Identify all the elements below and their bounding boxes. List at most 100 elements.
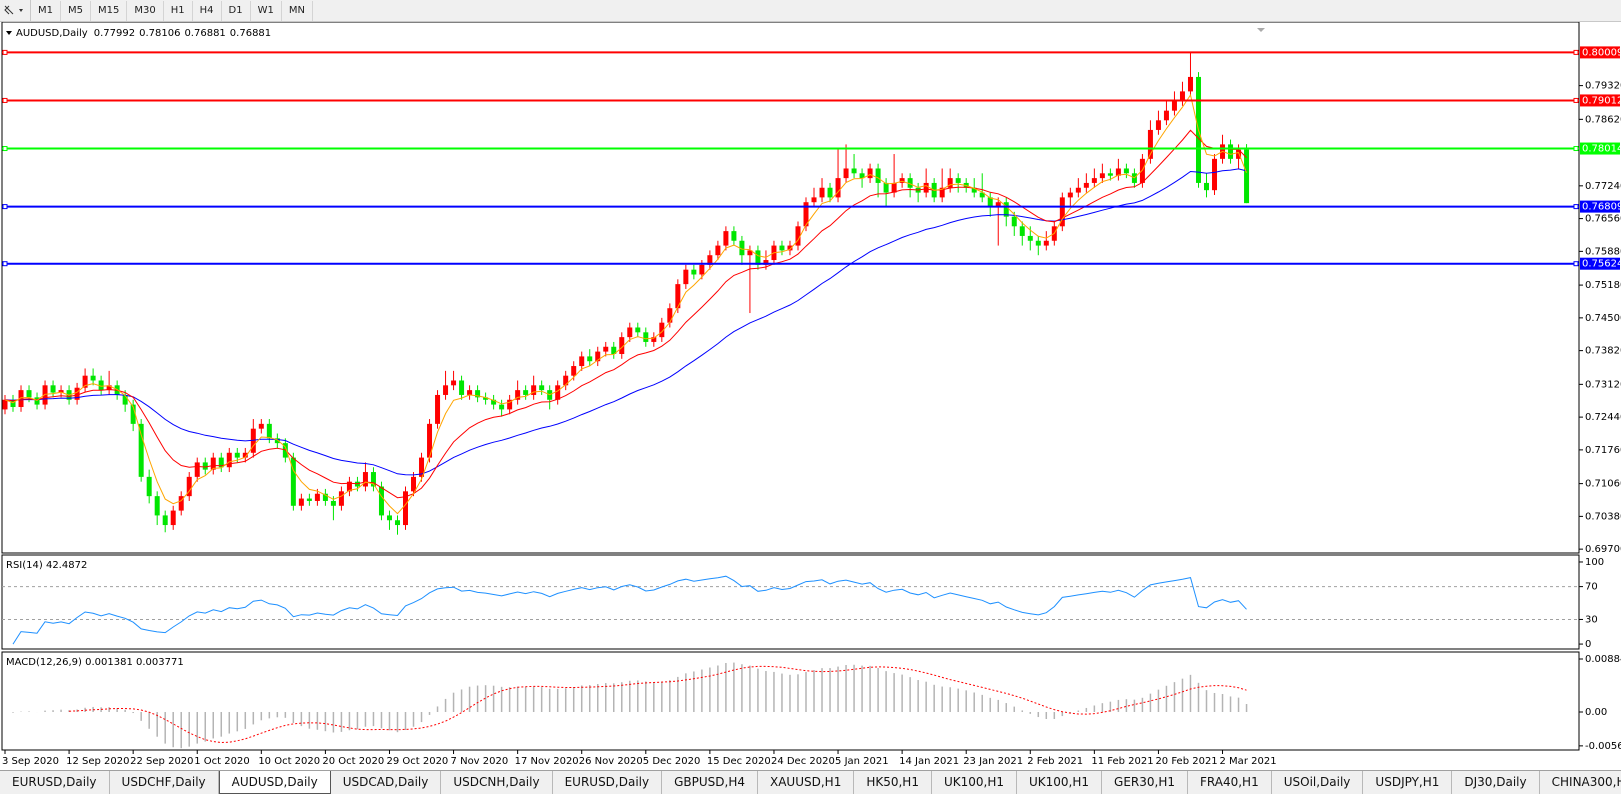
- rsi-line: [12, 575, 1247, 645]
- timeframe-button[interactable]: H1: [164, 0, 193, 21]
- candle-body: [843, 168, 849, 179]
- x-tick-label: 20 Feb 2021: [1155, 756, 1217, 767]
- x-tick-label: 2 Mar 2021: [1220, 756, 1277, 767]
- x-tick-label: 24 Dec 2020: [771, 756, 835, 767]
- candle-body: [1139, 158, 1145, 183]
- candle-body: [1043, 240, 1049, 246]
- x-tick-label: 1 Oct 2020: [194, 756, 249, 767]
- timeframe-button[interactable]: MN: [282, 0, 313, 21]
- moving-average: [4, 168, 1247, 476]
- symbol-tab[interactable]: AUDUSD,Daily: [218, 771, 331, 794]
- symbol-tab[interactable]: USDCAD,Daily: [331, 771, 442, 794]
- candle-body: [987, 197, 993, 208]
- symbol-tab[interactable]: CHINA300,H1: [1540, 771, 1621, 794]
- y-tick-label: 0: [1585, 639, 1591, 650]
- timeframe-button[interactable]: H4: [193, 0, 222, 21]
- timeframe-button[interactable]: D1: [222, 0, 251, 21]
- symbol-tab[interactable]: USOil,Daily: [1272, 771, 1364, 794]
- level-price-box: [1580, 257, 1620, 270]
- symbol-tab[interactable]: USDCHF,Daily: [110, 771, 219, 794]
- high-value: 0.78106: [139, 28, 180, 39]
- candle-body: [939, 187, 945, 198]
- candle-body: [467, 390, 473, 395]
- candle-body: [370, 472, 376, 487]
- symbol-tab[interactable]: USDCNH,Daily: [441, 771, 553, 794]
- candle-body: [1228, 144, 1234, 159]
- candle-body: [106, 385, 112, 391]
- candle-body: [587, 356, 593, 362]
- candle-body: [539, 385, 545, 391]
- timeframe-button[interactable]: M15: [91, 0, 128, 21]
- candle-body: [1163, 110, 1169, 121]
- candle-body: [298, 498, 304, 506]
- candle-body: [194, 462, 200, 477]
- candle-body: [18, 390, 24, 407]
- timeframe-button[interactable]: M30: [127, 0, 164, 21]
- candle-body: [1244, 149, 1250, 204]
- candle-body: [891, 182, 897, 193]
- level-handle: [2, 146, 8, 152]
- candle-body: [1067, 192, 1073, 198]
- symbol-tab[interactable]: XAUUSD,H1: [758, 771, 855, 794]
- level-price-label: 0.80009: [1582, 47, 1621, 58]
- candle-body: [1115, 168, 1121, 176]
- chart-title: AUDUSD,Daily: [16, 28, 88, 39]
- x-tick-label: 14 Jan 2021: [899, 756, 959, 767]
- candle-body: [515, 390, 521, 400]
- candle-body: [146, 476, 152, 497]
- timeframe-button[interactable]: W1: [251, 0, 282, 21]
- timeframe-button[interactable]: M1: [31, 0, 61, 21]
- tab-bar: EURUSD,Daily USDCHF,Daily AUDUSD,Daily USDC…: [0, 770, 1621, 794]
- toolbar-icon[interactable]: [0, 0, 31, 21]
- low-value: 0.76881: [184, 28, 225, 39]
- candle-body: [90, 375, 96, 381]
- level-handle: [1573, 49, 1579, 55]
- y-tick-label: 100: [1585, 557, 1604, 568]
- candle-body: [507, 399, 513, 410]
- candle-body: [971, 187, 977, 193]
- candle-body: [378, 486, 384, 516]
- candle-body: [723, 231, 729, 246]
- candle-body: [186, 476, 192, 497]
- chart-header: AUDUSD,Daily 0.77992 0.78106 0.76881 0.76881: [16, 28, 271, 39]
- x-tick-label: 5 Dec 2020: [643, 756, 701, 767]
- candle-body: [2, 399, 8, 410]
- symbol-tab[interactable]: USDJPY,H1: [1363, 771, 1453, 794]
- candle-body: [571, 366, 577, 376]
- symbol-tab[interactable]: DJ30,Daily: [1452, 771, 1540, 794]
- timeframe-button[interactable]: M5: [61, 0, 91, 21]
- candle-body: [563, 375, 569, 386]
- candle-body: [1027, 235, 1033, 241]
- candle-body: [787, 245, 793, 251]
- candle-body: [1083, 182, 1089, 188]
- toolbar: M1 M5 M15 M30 H1 H4 D1 W1 MN: [0, 0, 1621, 22]
- symbol-tab[interactable]: UK100,H1: [932, 771, 1017, 794]
- symbol-tab[interactable]: UK100,H1: [1017, 771, 1103, 794]
- candle-body: [1107, 173, 1113, 176]
- candle-body: [42, 385, 48, 405]
- rsi-label: RSI(14) 42.4872: [6, 560, 87, 571]
- candle-body: [1099, 173, 1105, 179]
- menu-arrow[interactable]: [6, 31, 12, 35]
- symbol-tab[interactable]: FRA40,H1: [1188, 771, 1272, 794]
- candle-body: [443, 385, 449, 395]
- candle-body: [659, 322, 665, 338]
- candle-body: [50, 385, 56, 393]
- symbol-tab[interactable]: EURUSD,Daily: [0, 771, 110, 794]
- symbol-tab[interactable]: GBPUSD,H4: [662, 771, 758, 794]
- moving-average: [4, 93, 1247, 515]
- symbol-tab[interactable]: HK50,H1: [854, 771, 932, 794]
- candle-body: [691, 269, 697, 275]
- x-tick-label: 10 Oct 2020: [258, 756, 320, 767]
- candle-body: [314, 493, 320, 501]
- candle-body: [1035, 240, 1041, 246]
- symbol-tab[interactable]: GER30,H1: [1102, 771, 1188, 794]
- symbol-tab[interactable]: EURUSD,Daily: [553, 771, 663, 794]
- candle-body: [427, 423, 433, 458]
